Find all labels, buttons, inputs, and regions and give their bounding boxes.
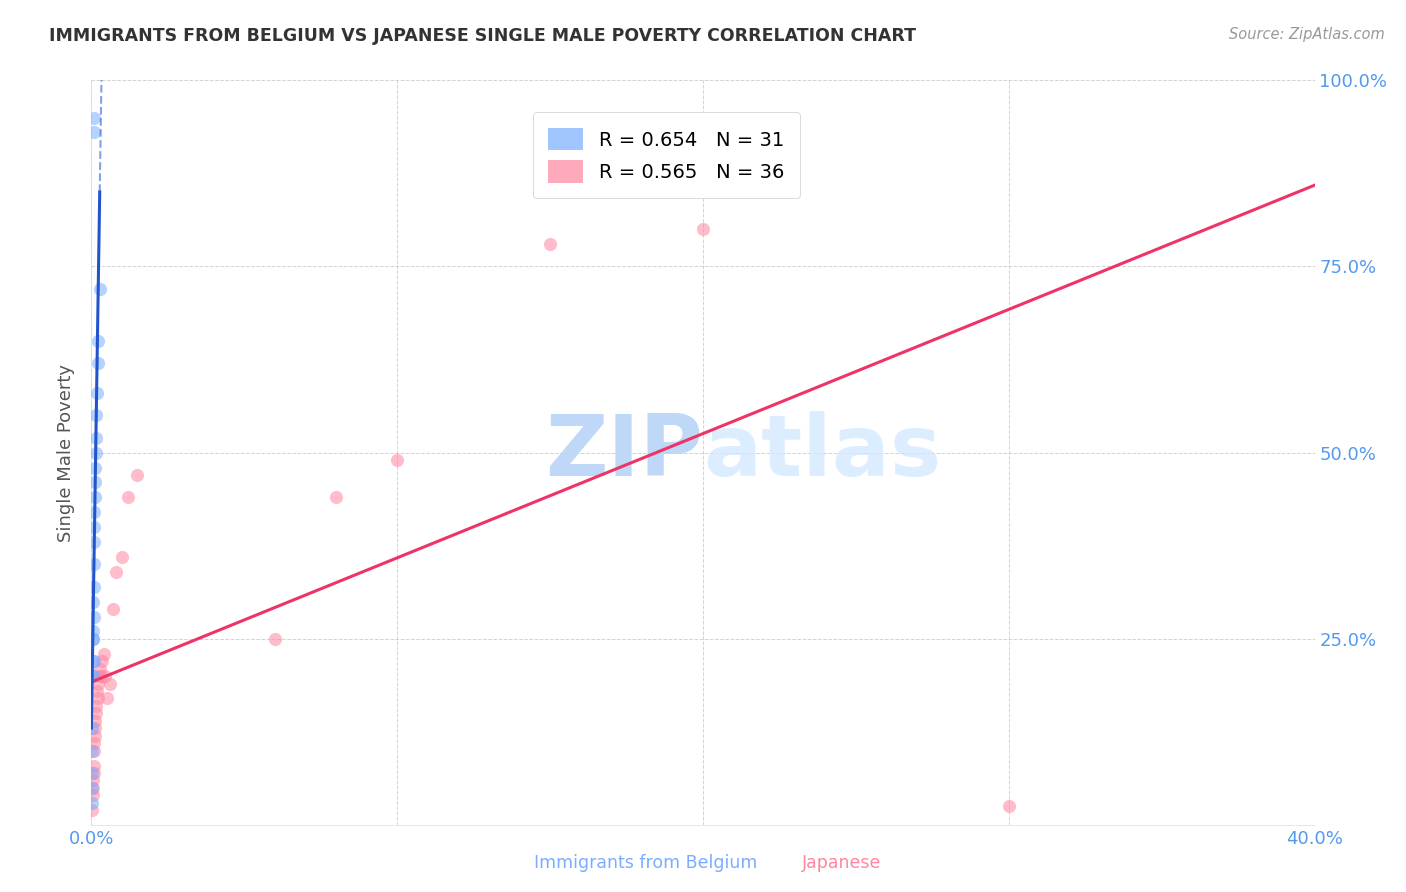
Point: [84, 721, 107, 735]
Point: [101, 602, 124, 616]
Point: [692, 222, 714, 236]
Point: [83, 580, 105, 594]
Point: [84, 714, 107, 728]
Point: [86, 684, 108, 698]
Point: [89, 282, 111, 296]
Point: [83, 736, 105, 750]
Point: [94, 669, 117, 683]
Point: [82, 669, 104, 683]
Point: [83, 758, 105, 772]
Point: [91, 654, 114, 668]
Point: [82, 780, 104, 795]
Point: [89, 662, 111, 676]
Legend: R = 0.654   N = 31, R = 0.565   N = 36: R = 0.654 N = 31, R = 0.565 N = 36: [533, 112, 800, 198]
Point: [264, 632, 287, 646]
Point: [82, 624, 104, 639]
Point: [84, 460, 107, 475]
Point: [84, 475, 107, 490]
Point: [83, 491, 105, 505]
Point: [385, 453, 409, 467]
Point: [86, 691, 108, 706]
Point: [325, 491, 347, 505]
Point: [93, 647, 115, 661]
Point: [127, 468, 149, 483]
Point: [86, 386, 108, 401]
Point: [83, 535, 105, 549]
Point: [84, 446, 107, 460]
Point: [104, 565, 127, 579]
Point: [83, 729, 105, 743]
Point: [82, 789, 104, 803]
Point: [87, 669, 110, 683]
Text: ZIP: ZIP: [546, 411, 703, 494]
Point: [98, 676, 121, 690]
Point: [82, 595, 104, 609]
Point: [82, 796, 104, 810]
Point: [83, 520, 105, 534]
Y-axis label: Single Male Poverty: Single Male Poverty: [58, 364, 76, 541]
Text: Immigrants from Belgium: Immigrants from Belgium: [534, 855, 758, 872]
Point: [96, 691, 118, 706]
Point: [82, 780, 104, 795]
Point: [83, 766, 105, 780]
Point: [754, 178, 776, 192]
Point: [998, 799, 1021, 814]
Point: [83, 111, 105, 125]
Point: [82, 632, 104, 646]
Point: [538, 237, 561, 252]
Point: [82, 744, 104, 758]
Text: atlas: atlas: [703, 411, 941, 494]
Text: Japanese: Japanese: [801, 855, 880, 872]
Point: [82, 721, 104, 735]
Point: [87, 676, 110, 690]
Point: [83, 505, 105, 519]
Point: [87, 334, 110, 348]
Point: [86, 356, 108, 370]
Point: [82, 654, 104, 668]
Point: [84, 431, 107, 445]
Point: [82, 766, 104, 780]
Point: [83, 744, 105, 758]
Point: [82, 669, 104, 683]
Point: [83, 609, 105, 624]
Point: [111, 549, 134, 564]
Point: [82, 803, 104, 817]
Point: [83, 654, 105, 668]
Point: [117, 491, 139, 505]
Text: Source: ZipAtlas.com: Source: ZipAtlas.com: [1229, 27, 1385, 42]
Point: [83, 125, 105, 139]
Point: [84, 698, 107, 713]
Point: [84, 706, 107, 721]
Point: [90, 669, 112, 683]
Point: [83, 558, 105, 572]
Point: [82, 632, 104, 646]
Text: IMMIGRANTS FROM BELGIUM VS JAPANESE SINGLE MALE POVERTY CORRELATION CHART: IMMIGRANTS FROM BELGIUM VS JAPANESE SING…: [49, 27, 917, 45]
Point: [82, 773, 104, 788]
Point: [84, 409, 107, 423]
